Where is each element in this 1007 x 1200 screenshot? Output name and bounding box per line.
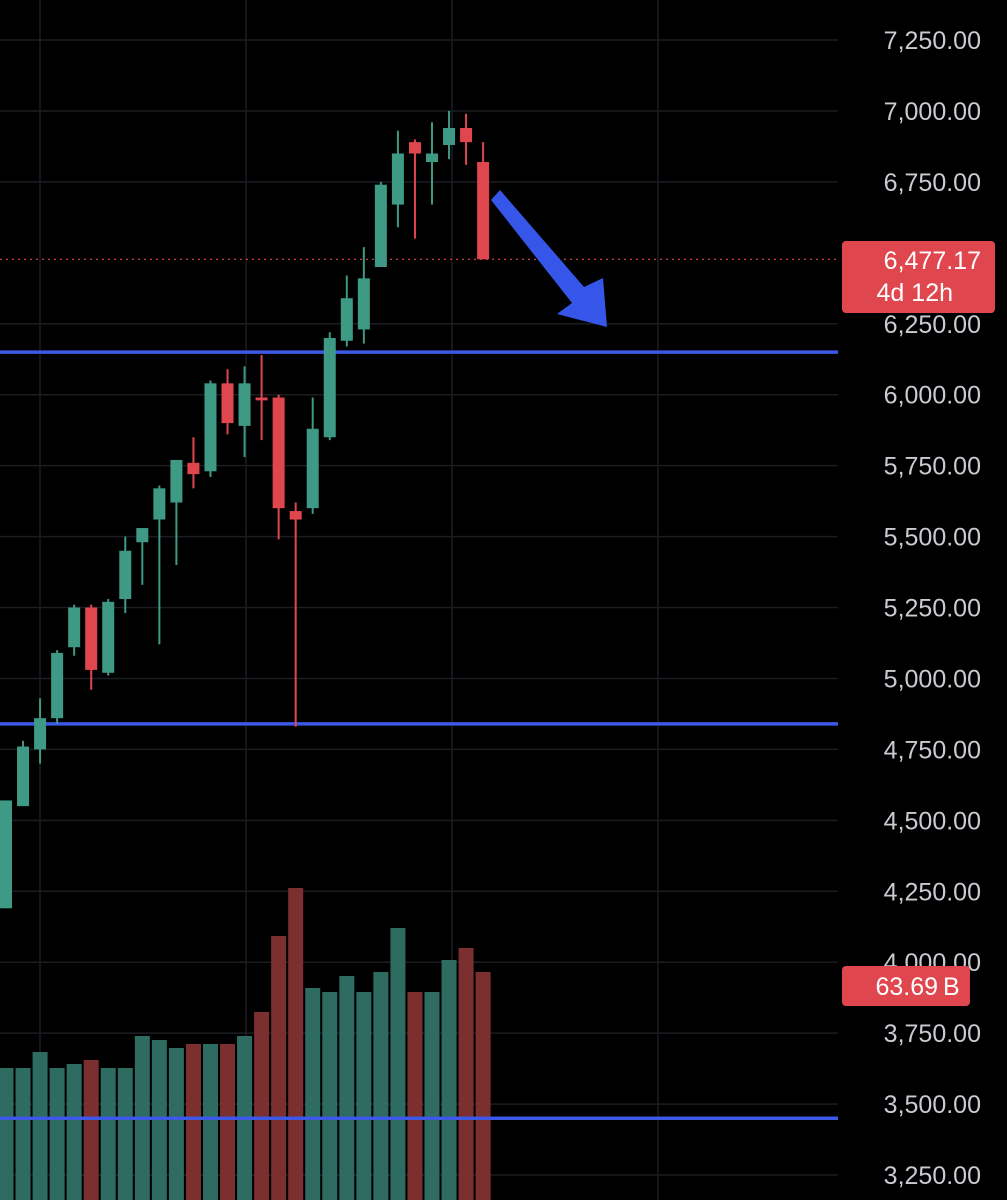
- candle-body: [391, 153, 404, 205]
- candle-body: [153, 488, 166, 520]
- price-tick-label: 6,750.00: [884, 169, 981, 197]
- candle-body: [221, 383, 234, 424]
- down-arrow-icon: [491, 190, 607, 327]
- volume-bar: [356, 992, 372, 1200]
- price-tick-label: 6,250.00: [884, 311, 981, 339]
- candle-body: [374, 184, 387, 267]
- volume-bar: [49, 1068, 65, 1200]
- candle-body: [170, 459, 183, 503]
- volume-badge: [842, 966, 970, 1006]
- candle-body: [136, 528, 149, 543]
- candle-body: [255, 397, 268, 401]
- candle-body: [426, 153, 438, 163]
- candle-body: [51, 652, 64, 719]
- volume-bar: [390, 928, 406, 1200]
- volume-bar: [424, 992, 440, 1200]
- countdown-label: 4d 12h: [877, 279, 953, 307]
- arrow-shape: [491, 190, 607, 327]
- volume-bar: [185, 1044, 201, 1200]
- price-tick-label: 5,000.00: [884, 665, 981, 693]
- volume-value-label: 63.69: [875, 973, 938, 1001]
- price-axis: 7,250.00 7,000.00 6,750.00 6,250.00 6,000.00…: [884, 27, 981, 1190]
- volume-bar: [168, 1048, 184, 1200]
- candle-body: [477, 162, 490, 260]
- volume-bar: [100, 1068, 116, 1200]
- candle-body: [408, 142, 421, 154]
- candle-body: [289, 511, 302, 520]
- current-price-badge: [842, 241, 995, 313]
- volume-bar: [220, 1044, 236, 1200]
- volume-bar: [322, 992, 338, 1200]
- price-tick-label: 3,250.00: [884, 1162, 981, 1190]
- candle-body: [323, 337, 336, 438]
- current-price-label: 6,477.17: [884, 247, 981, 275]
- candle-body: [443, 127, 456, 145]
- volume-bar: [117, 1068, 133, 1200]
- candle-body: [34, 718, 47, 750]
- volume-bar: [66, 1064, 82, 1200]
- support-lines: [0, 258, 838, 1120]
- volume-bar: [339, 976, 355, 1200]
- candle-body: [17, 746, 30, 807]
- volume-bar: [475, 972, 491, 1200]
- candle-body: [0, 800, 12, 909]
- volume-bar: [407, 992, 423, 1200]
- volume-bar: [305, 988, 321, 1200]
- volume-bar: [202, 1044, 218, 1200]
- volume-bar: [271, 936, 287, 1200]
- price-tick-label: 4,750.00: [884, 736, 981, 764]
- volume-bar: [458, 948, 474, 1200]
- price-tick-label: 7,000.00: [884, 98, 981, 126]
- candle-body: [187, 462, 200, 475]
- price-tick-label: 6,000.00: [884, 382, 981, 410]
- price-tick-label: 7,250.00: [884, 27, 981, 55]
- candle-body: [357, 278, 370, 330]
- candle-body: [238, 383, 251, 426]
- volume-bar: [0, 1068, 14, 1200]
- candle-body: [85, 607, 98, 670]
- candle-body: [272, 397, 285, 509]
- volume-bar: [15, 1068, 31, 1200]
- volume-bar: [441, 960, 457, 1200]
- volume-bar: [32, 1052, 48, 1200]
- price-tick-label: 3,500.00: [884, 1091, 981, 1119]
- price-tick-label: 5,500.00: [884, 524, 981, 552]
- volume-unit-label: B: [943, 973, 960, 1001]
- candle-body: [460, 127, 473, 143]
- price-badges: 6,477.17 4d 12h 63.69 B: [842, 241, 995, 1006]
- price-tick-label: 5,250.00: [884, 595, 981, 623]
- volume-bar: [288, 888, 304, 1200]
- candle-body: [102, 601, 115, 673]
- candle-body: [68, 607, 81, 648]
- volume-bar: [83, 1060, 99, 1200]
- candle-body: [204, 383, 217, 472]
- candles: [0, 110, 490, 909]
- volume-bars: [0, 888, 491, 1200]
- price-tick-label: 4,500.00: [884, 807, 981, 835]
- price-tick-label: 5,750.00: [884, 453, 981, 481]
- candle-body: [340, 298, 353, 341]
- price-tick-label: 4,250.00: [884, 878, 981, 906]
- price-tick-label: 3,750.00: [884, 1020, 981, 1048]
- volume-bar: [373, 972, 389, 1200]
- candle-body: [306, 428, 319, 509]
- volume-bar: [254, 1012, 270, 1200]
- candle-body: [119, 550, 132, 599]
